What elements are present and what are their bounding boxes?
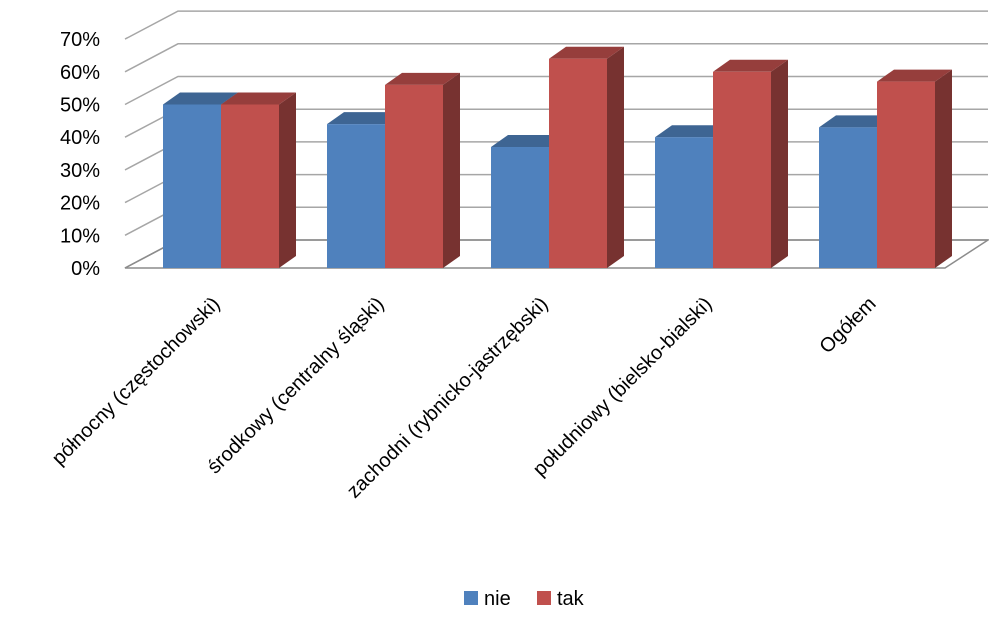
x-axis-labels: północny (częstochowski)środkowy (centra… [48,293,881,503]
x-category-label: południowy (bielsko-bialski) [529,293,717,481]
bar-front-face [655,137,713,268]
gridline [124,43,988,73]
bar-side-face [607,46,624,268]
x-category-label: zachodni (rybnicko-jastrzębski) [343,293,553,503]
bar-front-face [385,84,443,268]
bar-front-face [491,147,549,268]
bar-top-face [327,112,402,125]
legend-label: nie [484,588,511,610]
y-tick-label: 40% [60,127,100,149]
bar-tak-1 [385,72,460,268]
bar-top-face [713,59,788,72]
x-category-label: Ogółem [815,293,880,358]
gridline [124,10,988,40]
bar-top-face [549,46,624,59]
bar-tak-3 [713,59,788,268]
bar-front-face [713,71,771,268]
bar-front-face [549,58,607,268]
y-tick-label: 20% [60,193,100,215]
legend-item-tak: tak [537,588,585,610]
bar-tak-0 [221,92,296,268]
y-tick-label: 30% [60,160,100,182]
bar-front-face [327,124,385,269]
legend-swatch [537,591,551,605]
y-tick-label: 0% [71,258,100,280]
legend-item-nie: nie [464,588,511,610]
bar-top-face [491,135,566,148]
y-tick-label: 70% [60,29,100,51]
bar-tak-2 [549,46,624,268]
bar-front-face [819,127,877,268]
y-tick-label: 50% [60,95,100,117]
bar-side-face [443,72,460,268]
bar-side-face [935,69,952,268]
y-tick-label: 10% [60,225,100,247]
bar-top-face [877,69,952,82]
legend-swatch [464,591,478,605]
y-tick-label: 60% [60,62,100,84]
bar-side-face [279,92,296,268]
bar-tak-4 [877,69,952,268]
bar-top-face [221,92,296,105]
bar-top-face [655,125,730,138]
bar-front-face [163,104,221,268]
bar-side-face [771,59,788,268]
y-axis-labels: 0% 10% 20% 30% 40% 50% 60% 70% [60,29,100,280]
legend: nie tak [464,588,585,610]
bar-top-face [819,115,894,128]
bars [163,46,952,269]
x-category-label: środkowy (centralny śląski) [203,293,388,478]
bar-top-face [385,72,460,85]
bar-top-face [163,92,238,105]
bar-front-face [221,104,279,268]
legend-label: tak [557,588,585,610]
bar-front-face [877,81,935,268]
x-category-label: północny (częstochowski) [48,293,225,470]
